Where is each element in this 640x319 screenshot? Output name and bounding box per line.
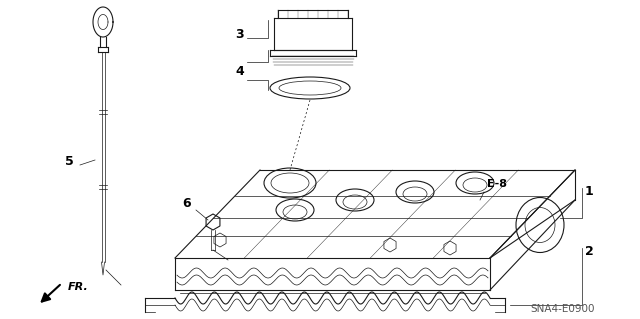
Text: 4: 4: [235, 65, 244, 78]
Text: E-8: E-8: [487, 179, 507, 189]
Text: 5: 5: [65, 155, 74, 168]
Text: 2: 2: [585, 245, 594, 258]
Text: FR.: FR.: [68, 282, 89, 292]
Text: SNA4-E0900: SNA4-E0900: [530, 304, 595, 314]
Text: 1: 1: [585, 185, 594, 198]
Text: 6: 6: [182, 197, 191, 210]
Text: 3: 3: [235, 28, 244, 41]
